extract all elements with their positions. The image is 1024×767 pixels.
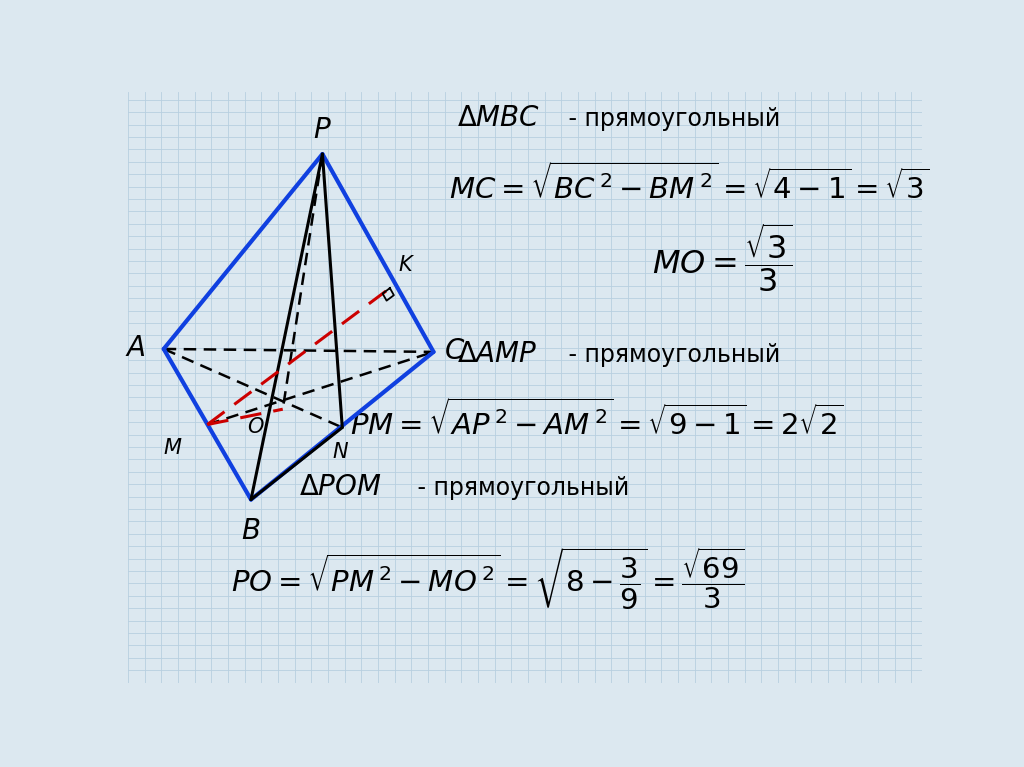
Text: $\mathit{MO} = \dfrac{\sqrt{3}}{3}$: $\mathit{MO} = \dfrac{\sqrt{3}}{3}$: [652, 221, 793, 294]
Text: $B$: $B$: [242, 518, 261, 545]
Text: - прямоугольный: - прямоугольный: [560, 107, 779, 130]
Text: $\Delta \mathit{AMP}$: $\Delta \mathit{AMP}$: [458, 341, 538, 368]
Text: $\mathit{PM} = \sqrt{\mathit{AP}^{\,2} - \mathit{AM}^{\,2}} = \sqrt{9-1} = 2\sqr: $\mathit{PM} = \sqrt{\mathit{AP}^{\,2} -…: [350, 399, 844, 441]
Text: - прямоугольный: - прямоугольный: [410, 476, 629, 500]
Text: $O$: $O$: [247, 417, 264, 437]
Text: $C$: $C$: [443, 338, 465, 365]
Text: $\mathit{MC} = \sqrt{\mathit{BC}^{\,2} - \mathit{BM}^{\,2}} = \sqrt{4-1} = \sqrt: $\mathit{MC} = \sqrt{\mathit{BC}^{\,2} -…: [450, 163, 930, 205]
Text: $K$: $K$: [397, 255, 415, 275]
Text: $\Delta \mathit{POM}$: $\Delta \mathit{POM}$: [299, 474, 381, 502]
Text: $A$: $A$: [125, 335, 145, 363]
Text: - прямоугольный: - прямоугольный: [560, 343, 779, 367]
Text: $P$: $P$: [313, 117, 332, 144]
Text: $\Delta \mathit{MBC}$: $\Delta \mathit{MBC}$: [458, 105, 541, 132]
Text: $\mathit{PO} = \sqrt{\mathit{PM}^{\,2} - \mathit{MO}^{\,2}} = \sqrt{8 - \dfrac{3: $\mathit{PO} = \sqrt{\mathit{PM}^{\,2} -…: [231, 546, 744, 612]
Text: $N$: $N$: [332, 442, 349, 462]
Text: $M$: $M$: [163, 437, 182, 458]
